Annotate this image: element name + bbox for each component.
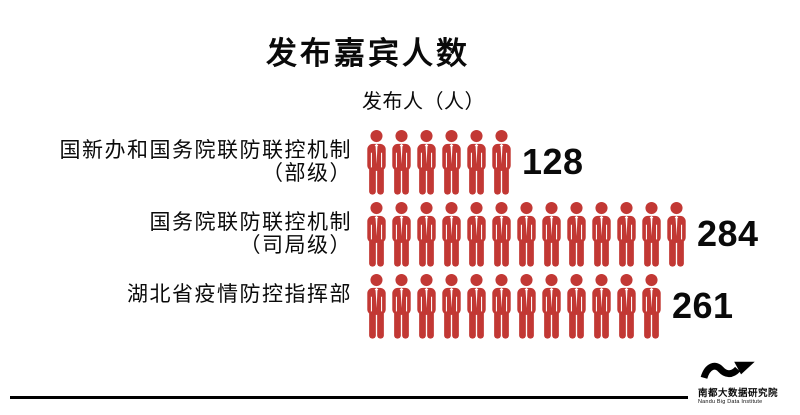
person-icon: [414, 273, 439, 339]
nandu-logo: 南都大数据研究院 Nandu Big Data Institute: [698, 360, 798, 405]
person-icon: [389, 273, 414, 339]
person-icons-group: [364, 273, 664, 339]
chart-unit-label: 发布人（人）: [362, 91, 485, 113]
person-icon: [664, 201, 689, 267]
logo-text-cn: 南都大数据研究院: [698, 388, 779, 399]
category-label: 国新办和国务院联防联控机制 （部级）: [0, 139, 352, 185]
category-label-line2: （部级）: [262, 162, 352, 185]
person-icon: [364, 273, 389, 339]
category-label-line2: （司局级）: [239, 234, 352, 257]
chart-row: 国务院联防联控机制 （司局级） 284: [0, 199, 759, 269]
person-icon: [639, 273, 664, 339]
person-icon: [464, 129, 489, 195]
person-icon: [614, 201, 639, 267]
category-label-line2: [0, 306, 352, 329]
person-icon: [364, 129, 389, 195]
person-icon: [489, 201, 514, 267]
person-icon: [439, 273, 464, 339]
category-label-line1: 国务院联防联控机制: [149, 211, 352, 234]
category-label: 湖北省疫情防控指挥部: [0, 283, 352, 329]
category-label-line1: 湖北省疫情防控指挥部: [127, 283, 352, 306]
person-icon: [389, 129, 414, 195]
wave-logo-icon: [700, 361, 755, 379]
person-icon: [489, 273, 514, 339]
chart-title: 发布嘉宾人数: [266, 36, 470, 71]
category-label: 国务院联防联控机制 （司局级）: [0, 211, 352, 257]
value-label: 261: [672, 285, 734, 326]
person-icon: [439, 201, 464, 267]
category-label-line1: 国新办和国务院联防联控机制: [59, 139, 352, 162]
person-icon: [514, 201, 539, 267]
person-icons-group: [364, 129, 514, 195]
person-icon: [439, 129, 464, 195]
person-icon: [639, 201, 664, 267]
person-icon: [464, 201, 489, 267]
person-icon: [539, 201, 564, 267]
person-icon: [564, 273, 589, 339]
person-icon: [364, 201, 389, 267]
person-icon: [589, 201, 614, 267]
person-icons-group: [364, 201, 689, 267]
footer-divider: [10, 396, 688, 399]
person-icon: [514, 273, 539, 339]
person-icon: [414, 129, 439, 195]
person-icon: [414, 201, 439, 267]
person-icon: [614, 273, 639, 339]
person-icon: [464, 273, 489, 339]
person-icon: [389, 201, 414, 267]
logo-text-en: Nandu Big Data Institute: [698, 399, 763, 405]
person-icon: [564, 201, 589, 267]
person-icon: [589, 273, 614, 339]
value-label: 284: [697, 213, 759, 254]
value-label: 128: [522, 141, 584, 182]
chart-row: 湖北省疫情防控指挥部 261: [0, 271, 734, 341]
person-icon: [489, 129, 514, 195]
person-icon: [539, 273, 564, 339]
chart-row: 国新办和国务院联防联控机制 （部级） 128: [0, 127, 584, 197]
